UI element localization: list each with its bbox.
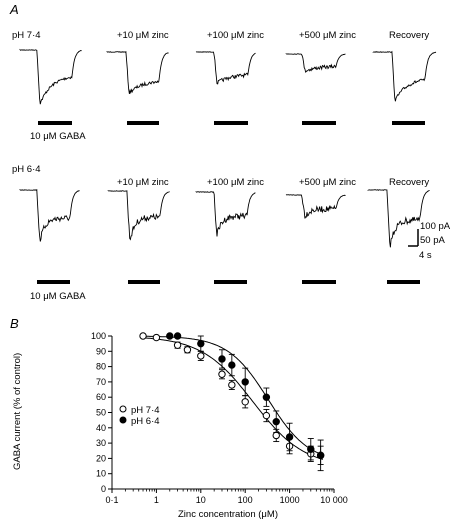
row1-trace-zinc10 xyxy=(106,51,169,95)
row2-trace-zinc10 xyxy=(107,190,170,241)
y-tick-label: 0 xyxy=(101,484,106,494)
scale-50pa-label: 50 pA xyxy=(420,235,445,246)
scale-4s-label: 4 s xyxy=(419,250,432,261)
data-point-ph74 xyxy=(152,333,161,342)
row2-gaba-bar-2 xyxy=(128,280,160,284)
row2-condition-10: +10 μM zinc xyxy=(117,177,169,188)
data-point-ph64 xyxy=(228,361,236,369)
panel-a-letter: A xyxy=(10,2,19,17)
y-tick-label: 50 xyxy=(96,408,106,418)
scale-100pa-label: 100 pA xyxy=(420,221,451,232)
row2-gaba-bar-4 xyxy=(302,280,336,284)
x-axis-label: Zinc concentration (μM) xyxy=(178,509,278,520)
data-point-ph64 xyxy=(173,332,182,340)
data-point-ph64 xyxy=(262,393,271,401)
y-tick-label: 40 xyxy=(96,423,106,433)
data-point-ph74 xyxy=(272,431,280,440)
data-point-ph64 xyxy=(218,355,226,363)
data-point-ph64 xyxy=(197,339,205,348)
x-tick-label: 1000 xyxy=(280,495,300,505)
data-point-ph74 xyxy=(228,381,236,389)
legend-label: pH 7·4 xyxy=(131,405,160,416)
row2-trace-zinc500 xyxy=(285,194,346,219)
data-point-ph74 xyxy=(173,341,182,349)
row2-gaba-label: 10 μM GABA xyxy=(30,291,86,302)
row2-condition-500: +500 μM zinc xyxy=(299,177,356,188)
x-tick-label: 0·1 xyxy=(105,495,118,505)
legend-label: pH 6·4 xyxy=(131,416,160,427)
row1-condition-recovery: Recovery xyxy=(389,30,430,41)
y-tick-label: 30 xyxy=(96,438,106,448)
row2-trace-zinc100 xyxy=(195,191,256,237)
data-point-ph74 xyxy=(218,370,226,378)
row1-gaba-bar-1 xyxy=(38,121,72,125)
row1-trace-control xyxy=(19,48,82,105)
row2-gaba-bar-5 xyxy=(387,280,420,284)
row1-condition-500: +500 μM zinc xyxy=(299,30,356,41)
data-point-ph64 xyxy=(272,417,280,426)
row1-condition-10: +10 μM zinc xyxy=(117,30,169,41)
row1-gaba-bar-5 xyxy=(392,121,425,125)
data-point-ph64 xyxy=(166,332,174,340)
row2-condition-100: +100 μM zinc xyxy=(207,177,264,188)
row1-gaba-label: 10 μM GABA xyxy=(30,131,86,142)
row1-trace-zinc100 xyxy=(195,51,256,85)
y-tick-label: 60 xyxy=(96,392,106,402)
scale-bar xyxy=(408,229,419,247)
y-tick-label: 70 xyxy=(96,377,106,387)
y-axis-label: GABA current (% of control) xyxy=(12,352,23,470)
y-tick-label: 90 xyxy=(96,346,106,356)
legend-marker xyxy=(119,416,127,424)
row1-ph-label: pH 7·4 xyxy=(12,30,41,41)
data-point-ph64 xyxy=(241,378,249,386)
x-tick-label: 1 xyxy=(154,495,159,505)
data-point-ph74 xyxy=(183,346,192,354)
x-tick-label: 100 xyxy=(238,495,253,505)
x-tick-label: 10 xyxy=(196,495,206,505)
row1-gaba-bar-3 xyxy=(214,121,248,125)
panel-b-letter: B xyxy=(10,316,19,331)
row2-gaba-bar-1 xyxy=(37,280,70,284)
data-point-ph74 xyxy=(197,352,205,360)
data-point-ph64 xyxy=(316,451,325,460)
row2-trace-recovery xyxy=(367,189,430,248)
current-traces xyxy=(19,48,437,248)
y-tick-label: 10 xyxy=(96,469,106,479)
row2-gaba-bar-3 xyxy=(214,280,247,284)
row1-gaba-bar-4 xyxy=(302,121,336,125)
y-tick-label: 20 xyxy=(96,453,106,463)
row1-condition-100: +100 μM zinc xyxy=(207,30,264,41)
row1-gaba-bar-2 xyxy=(127,121,159,125)
data-point-ph64 xyxy=(285,433,294,441)
y-tick-label: 100 xyxy=(91,331,106,341)
data-point-ph74 xyxy=(262,411,271,420)
row1-trace-zinc500 xyxy=(285,53,346,73)
data-point-ph64 xyxy=(307,445,315,453)
row2-trace-control xyxy=(19,189,80,242)
row2-ph-label: pH 6·4 xyxy=(12,164,41,175)
y-tick-label: 80 xyxy=(96,362,106,372)
legend-marker xyxy=(119,405,127,413)
data-point-ph74 xyxy=(139,332,147,340)
fit-curve-ph74 xyxy=(143,337,324,460)
x-tick-label: 10 000 xyxy=(320,495,348,505)
row2-condition-recovery: Recovery xyxy=(389,177,430,188)
row1-trace-recovery xyxy=(372,50,437,102)
data-point-ph74 xyxy=(241,398,249,406)
